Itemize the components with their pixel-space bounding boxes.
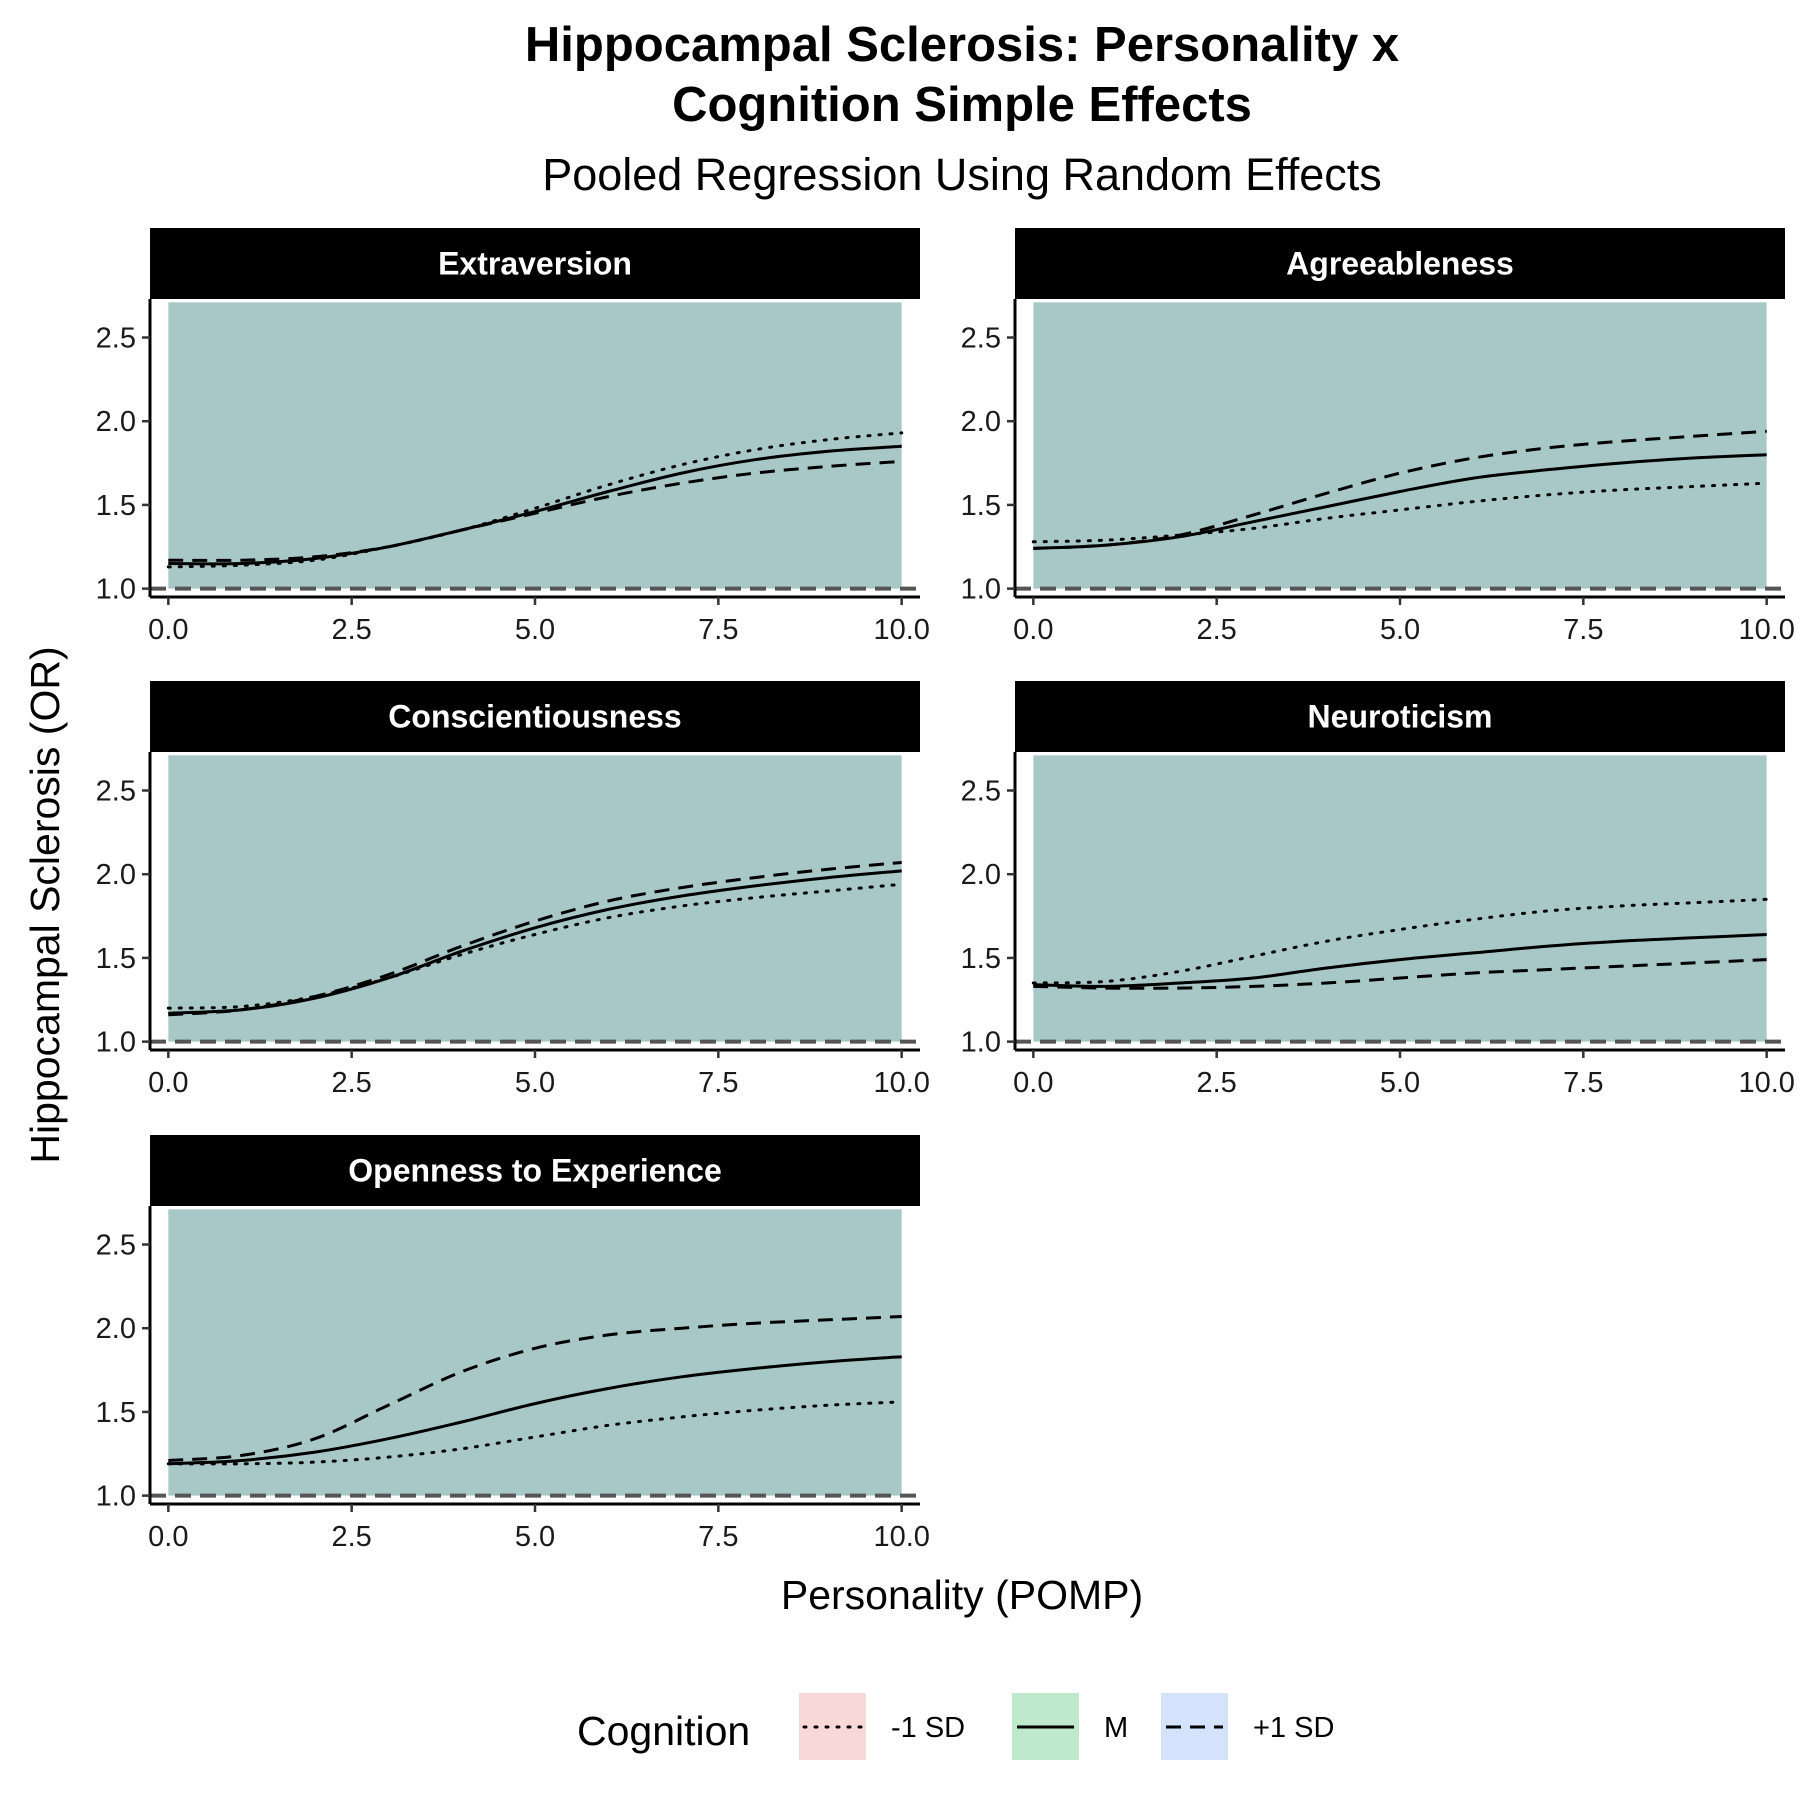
y-axis-title: Hippocampal Sclerosis (OR) xyxy=(22,646,68,1163)
series-line-conscientiousness-plus-1-sd xyxy=(168,861,902,1017)
facet-panel-agreeableness: Agreeableness 1.0 1.5 2.0 2.5 0.0 2.5 5.0 7.5 10.… xyxy=(961,228,1795,646)
x-tick-label-openness-to-experience: 5.0 xyxy=(515,1521,555,1553)
series-line-extraversion-plus-1-sd xyxy=(168,459,902,562)
facet-strip-extraversion xyxy=(150,228,920,299)
series-line-neuroticism-mean xyxy=(1033,933,1767,988)
x-tick-label-conscientiousness: 2.5 xyxy=(332,1067,372,1099)
confidence-ribbon-conscientiousness xyxy=(168,755,902,1042)
confidence-ribbon-neuroticism xyxy=(1033,755,1767,1042)
legend-label-mean: M xyxy=(1104,1712,1128,1744)
chart-subtitle: Pooled Regression Using Random Effects xyxy=(542,149,1382,200)
series-line-extraversion-mean xyxy=(168,444,902,566)
x-tick-label-neuroticism: 2.5 xyxy=(1197,1067,1237,1099)
y-tick-label-agreeableness: 1.0 xyxy=(961,574,1001,606)
facet-strip-neuroticism xyxy=(1015,681,1785,752)
x-tick-label-openness-to-experience: 7.5 xyxy=(698,1521,738,1553)
x-tick-label-extraversion: 7.5 xyxy=(698,614,738,646)
y-tick-label-agreeableness: 2.0 xyxy=(961,406,1001,438)
x-tick-label-extraversion: 2.5 xyxy=(332,614,372,646)
series-line-neuroticism-minus-1-sd xyxy=(1031,897,1769,985)
facet-panel-extraversion: Extraversion 1.0 1.5 2.0 2.5 0.0 2.5 5.0 7.5 10.0 xyxy=(96,228,930,646)
x-tick-label-conscientiousness: 0.0 xyxy=(148,1067,188,1099)
y-tick-label-openness-to-experience: 2.0 xyxy=(96,1313,136,1345)
series-line-agreeableness-plus-1-sd xyxy=(1033,429,1767,550)
y-tick-label-extraversion: 1.0 xyxy=(96,574,136,606)
chart-title-line2: Cognition Simple Effects xyxy=(672,78,1252,132)
y-tick-label-neuroticism: 2.5 xyxy=(961,776,1001,808)
y-tick-label-neuroticism: 1.5 xyxy=(961,943,1001,975)
facet-panel-conscientiousness: Conscientiousness 1.0 1.5 2.0 2.5 0.0 2.5 5.0 7.… xyxy=(96,681,930,1099)
facet-strip-label-neuroticism: Neuroticism xyxy=(1308,699,1493,735)
x-tick-label-agreeableness: 0.0 xyxy=(1013,614,1053,646)
legend-key-swatch-minus-1-sd xyxy=(799,1693,866,1760)
x-tick-label-neuroticism: 5.0 xyxy=(1380,1067,1420,1099)
x-tick-label-agreeableness: 10.0 xyxy=(1738,614,1794,646)
chart-title-line1: Hippocampal Sclerosis: Personality x xyxy=(525,18,1399,72)
y-tick-label-extraversion: 2.0 xyxy=(96,406,136,438)
series-line-conscientiousness-minus-1-sd xyxy=(166,882,904,1010)
y-tick-label-openness-to-experience: 1.0 xyxy=(96,1481,136,1513)
y-tick-label-neuroticism: 2.0 xyxy=(961,859,1001,891)
facet-strip-openness-to-experience xyxy=(150,1135,920,1206)
confidence-ribbon-openness-to-experience xyxy=(168,1209,902,1496)
facet-panels: Extraversion 1.0 1.5 2.0 2.5 0.0 2.5 5.0 7.5 10.0… xyxy=(96,228,1795,1553)
series-line-openness-to-experience-plus-1-sd xyxy=(168,1315,902,1462)
y-tick-label-extraversion: 1.5 xyxy=(96,490,136,522)
facet-strip-label-conscientiousness: Conscientiousness xyxy=(388,699,681,735)
legend-label-minus-1-sd: -1 SD xyxy=(891,1712,965,1744)
y-tick-label-neuroticism: 1.0 xyxy=(961,1027,1001,1059)
y-tick-label-conscientiousness: 2.0 xyxy=(96,859,136,891)
y-tick-label-conscientiousness: 1.0 xyxy=(96,1027,136,1059)
series-line-openness-to-experience-mean xyxy=(168,1355,902,1466)
y-tick-label-agreeableness: 2.5 xyxy=(961,323,1001,355)
x-tick-label-agreeableness: 5.0 xyxy=(1380,614,1420,646)
x-tick-label-extraversion: 5.0 xyxy=(515,614,555,646)
facet-panel-openness-to-experience: Openness to Experience 1.0 1.5 2.0 2.5 0.0 2.5… xyxy=(96,1135,930,1553)
y-tick-label-conscientiousness: 2.5 xyxy=(96,776,136,808)
x-tick-label-conscientiousness: 10.0 xyxy=(873,1067,929,1099)
x-tick-label-neuroticism: 10.0 xyxy=(1738,1067,1794,1099)
facet-strip-conscientiousness xyxy=(150,681,920,752)
x-axis-title: Personality (POMP) xyxy=(781,1572,1143,1618)
y-tick-label-agreeableness: 1.5 xyxy=(961,490,1001,522)
x-tick-label-agreeableness: 7.5 xyxy=(1563,614,1603,646)
legend-title: Cognition xyxy=(577,1708,750,1754)
facet-strip-agreeableness xyxy=(1015,228,1785,299)
legend-label-plus-1-sd: +1 SD xyxy=(1253,1712,1334,1744)
x-tick-label-conscientiousness: 5.0 xyxy=(515,1067,555,1099)
x-tick-label-openness-to-experience: 0.0 xyxy=(148,1521,188,1553)
facet-strip-label-extraversion: Extraversion xyxy=(438,246,632,282)
x-tick-label-neuroticism: 7.5 xyxy=(1563,1067,1603,1099)
confidence-ribbon-agreeableness xyxy=(1033,302,1767,589)
series-line-neuroticism-plus-1-sd xyxy=(1033,958,1767,990)
x-tick-label-agreeableness: 2.5 xyxy=(1197,614,1237,646)
y-tick-label-conscientiousness: 1.5 xyxy=(96,943,136,975)
series-line-extraversion-minus-1-sd xyxy=(166,431,904,569)
legend: Cognition -1 SD M +1 SD xyxy=(577,1693,1334,1760)
facet-panel-neuroticism: Neuroticism 1.0 1.5 2.0 2.5 0.0 2.5 5.0 7.5 10.0 xyxy=(961,681,1795,1099)
x-tick-label-neuroticism: 0.0 xyxy=(1013,1067,1053,1099)
y-tick-label-openness-to-experience: 1.5 xyxy=(96,1397,136,1429)
x-tick-label-extraversion: 0.0 xyxy=(148,614,188,646)
x-tick-label-extraversion: 10.0 xyxy=(873,614,929,646)
y-tick-label-extraversion: 2.5 xyxy=(96,323,136,355)
y-tick-label-openness-to-experience: 2.5 xyxy=(96,1230,136,1262)
facet-strip-label-openness-to-experience: Openness to Experience xyxy=(348,1153,721,1189)
x-tick-label-conscientiousness: 7.5 xyxy=(698,1067,738,1099)
x-tick-label-openness-to-experience: 10.0 xyxy=(873,1521,929,1553)
facet-strip-label-agreeableness: Agreeableness xyxy=(1286,246,1514,282)
x-tick-label-openness-to-experience: 2.5 xyxy=(332,1521,372,1553)
